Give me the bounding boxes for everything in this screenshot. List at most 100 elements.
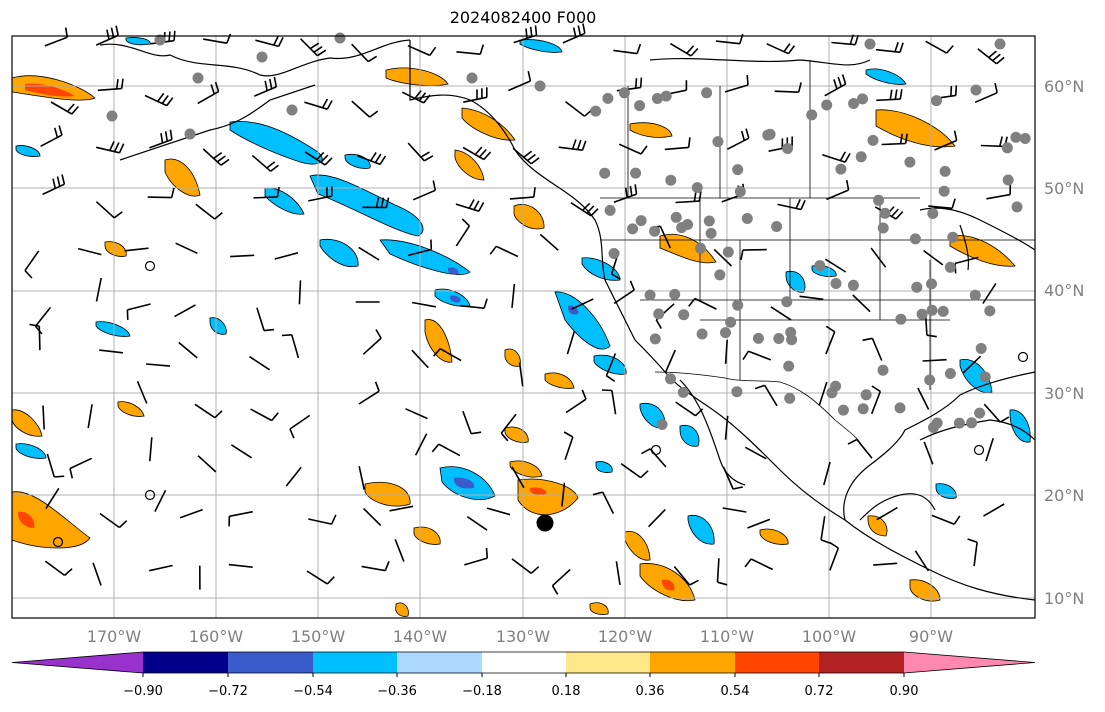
- wind-barb-shaft: [601, 491, 615, 514]
- wind-barb-shaft: [983, 503, 1005, 517]
- wind-barb-feather: [689, 579, 699, 586]
- wind-barb-shaft: [298, 280, 302, 305]
- station-dot: [651, 93, 663, 104]
- wind-barb-shaft: [922, 358, 947, 362]
- wind-barb-shaft: [358, 466, 365, 490]
- wind-barb-shaft: [873, 562, 898, 566]
- wind-barb-feather: [370, 151, 377, 162]
- wind-barb-shaft: [308, 195, 332, 202]
- station-dot: [969, 289, 981, 301]
- wind-barb-shaft: [455, 203, 480, 212]
- wind-barb-shaft: [255, 39, 279, 48]
- wind-barb-shaft: [500, 413, 517, 434]
- wind-barb-shaft: [197, 90, 219, 105]
- wind-barb-shaft: [925, 40, 947, 54]
- wind-barb-shaft: [511, 558, 532, 574]
- wind-barb-feather: [640, 470, 649, 479]
- wind-barb-shaft: [46, 453, 56, 478]
- wind-barb-shaft: [649, 448, 667, 468]
- wind-barb-feather: [478, 202, 485, 212]
- wind-barb-shaft: [727, 137, 750, 150]
- wind-barb-shaft: [40, 134, 63, 148]
- colorbar-segment: [650, 652, 735, 673]
- colorbar-tick: −0.90: [123, 684, 163, 699]
- wind-barb-shaft: [291, 334, 300, 359]
- wind-barb-shaft: [401, 91, 425, 104]
- wind-barb-shaft: [95, 34, 119, 46]
- station-dot: [835, 163, 847, 175]
- colorbar-tick: 0.90: [889, 684, 919, 699]
- wind-barb-shaft: [914, 550, 930, 572]
- wind-barb-feather: [115, 25, 119, 36]
- wind-barb-shaft: [179, 508, 203, 519]
- colorbar-segment: [482, 652, 566, 673]
- wind-barb-shaft: [412, 189, 436, 201]
- wind-barb-shaft: [24, 250, 40, 272]
- station-dot: [762, 129, 774, 141]
- wind-barb-shaft: [694, 297, 717, 310]
- station-dot: [782, 143, 794, 154]
- station-dot: [653, 308, 665, 320]
- wind-barb-feather: [577, 25, 582, 36]
- colorbar: [11, 651, 1036, 677]
- wind-barb-feather: [795, 198, 801, 209]
- wind-barb-shaft: [462, 146, 485, 161]
- wind-barb-feather: [485, 548, 489, 559]
- wind-barb-shaft: [722, 466, 734, 490]
- wind-barb-feather: [313, 46, 323, 53]
- station-dot: [926, 278, 937, 290]
- wind-barb-shaft: [144, 94, 168, 107]
- wind-barb-shaft: [363, 507, 382, 526]
- wind-barb-shaft: [613, 289, 635, 305]
- wind-barb-shaft: [44, 36, 68, 47]
- wind-barb-feather: [693, 191, 697, 202]
- colorbar-segment: [566, 652, 650, 673]
- wind-barb-shaft: [748, 350, 772, 361]
- wind-barb-feather: [420, 151, 430, 158]
- station-dot: [192, 72, 204, 84]
- station-ring: [1017, 351, 1029, 363]
- wind-barb-feather: [273, 35, 279, 46]
- wind-barb-feather: [590, 208, 599, 217]
- wind-barb-feather: [24, 270, 33, 279]
- wind-barb-feather: [629, 280, 635, 291]
- colorbar-tick: −0.54: [293, 684, 333, 699]
- wind-barb-feather: [369, 110, 379, 118]
- wind-barb-shaft: [407, 44, 431, 57]
- wind-barb-shaft: [351, 100, 371, 118]
- wind-barb-feather: [157, 92, 165, 102]
- wind-barb-shaft: [742, 248, 767, 251]
- wind-barb-shaft: [42, 183, 65, 196]
- wind-barb-feather: [740, 130, 746, 141]
- wind-barb-feather: [754, 384, 765, 390]
- wind-barb-shaft: [539, 233, 559, 251]
- wind-barb-feather: [571, 139, 577, 150]
- wind-barb-feather: [432, 180, 437, 191]
- wind-barb-shaft: [822, 153, 846, 163]
- station-dot: [931, 95, 942, 107]
- wind-barb-shaft: [766, 43, 789, 55]
- station-dot: [705, 227, 717, 239]
- lat-label-10n: 10°N: [1044, 589, 1085, 608]
- station-dot: [665, 174, 677, 186]
- station-dot: [847, 279, 859, 291]
- wind-barb-feather: [61, 174, 66, 185]
- wind-barb-feather: [71, 105, 80, 115]
- wind-barb-shaft: [389, 505, 414, 512]
- station-dot: [714, 269, 726, 281]
- wind-barb-feather: [214, 211, 223, 220]
- wind-barb-shaft: [464, 557, 488, 566]
- wind-barb-shaft: [299, 38, 318, 57]
- station-markers: [106, 32, 1031, 433]
- station-dot: [773, 333, 785, 344]
- wind-barb-shaft: [362, 337, 382, 355]
- storm-center-marker: [536, 514, 554, 532]
- colorbar-segment: [819, 652, 904, 673]
- wind-barb-shaft: [99, 349, 124, 354]
- map-frame: [11, 35, 1036, 619]
- wind-barb-feather: [895, 211, 904, 220]
- wind-barb-shaft: [438, 443, 461, 457]
- colorbar-extend-low: [12, 652, 143, 673]
- colorbar-segment: [143, 652, 228, 673]
- station-dot: [644, 289, 656, 301]
